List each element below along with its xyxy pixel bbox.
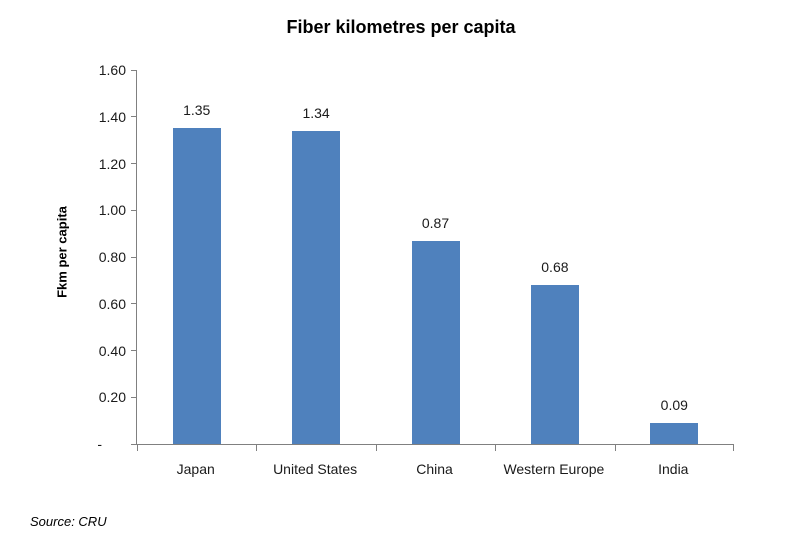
y-axis-tick-mark [131,256,136,258]
bar-india [650,422,699,444]
y-axis-tick-label: 1.00 [98,202,126,219]
y-axis-tick-mark [131,116,136,118]
y-axis-tick-mark [131,350,136,351]
y-axis-tick-mark [131,396,136,398]
bar-value-label: 0.09 [660,396,688,413]
bar-value-label: 0.87 [421,214,450,231]
bar-value-label: 1.35 [183,102,211,119]
y-axis-tick-mark [131,69,136,71]
y-axis-tick-label: 0.40 [98,342,126,359]
x-axis-labels: Japan United States China Western Europe Ind… [136,460,733,480]
y-axis-tick-mark [131,163,136,164]
y-axis-tick-label: 1.60 [98,62,126,78]
y-axis-tick-mark [131,303,136,305]
bar-japan [172,128,221,444]
bar-china [411,240,460,444]
bar-value-label: 1.34 [302,104,330,121]
y-axis-tick-label: 0.60 [98,295,126,312]
x-axis-tick-mark [256,445,258,451]
x-category-label: United States [273,461,358,477]
y-axis-tick-label: 1.20 [98,155,126,172]
y-axis-tick-label: 0.20 [98,389,126,406]
x-axis-tick-mark [733,445,734,451]
x-category-label: Japan [176,461,215,477]
source-note: Source: CRU [30,514,107,529]
y-axis-tick-label: - [97,436,102,452]
bar-value-label: 0.68 [541,259,569,276]
x-category-label: Western Europe [503,461,605,477]
bar-united-states [292,130,341,444]
x-axis-tick-mark [375,445,377,451]
plot-area: 1.60 1.40 1.20 1.00 0.80 0.60 0.40 0.20 - 1.35 1.3… [97,62,734,452]
bar-western-europe [530,285,579,444]
x-axis-tick-mark [614,445,616,451]
y-axis-tick-mark [131,443,136,445]
y-axis-tick-label: 0.80 [98,249,126,265]
x-axis-tick-mark [137,445,138,451]
y-axis-tick-label: 1.40 [98,108,126,125]
y-axis-tick-mark [131,209,136,211]
y-axis-title: Fkm per capita [54,206,70,298]
chart-title: Fiber kilometres per capita [286,17,516,37]
x-category-label: China [416,461,453,477]
x-category-label: India [658,461,689,477]
x-axis-tick-mark [495,445,497,451]
